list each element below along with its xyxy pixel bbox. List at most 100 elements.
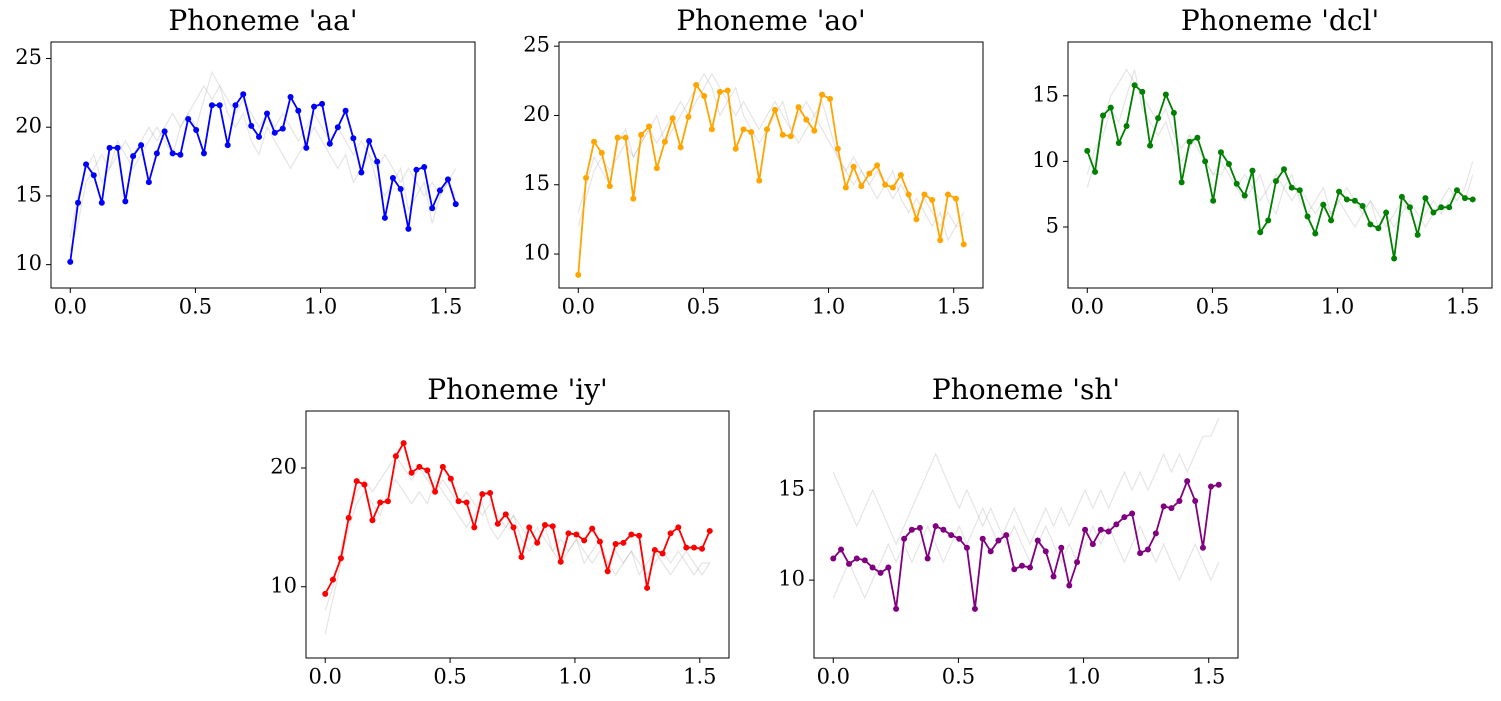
point [893,605,900,612]
point [591,138,598,145]
point [200,150,207,157]
point [255,133,262,140]
point [1042,548,1049,555]
point [691,544,698,551]
point [905,191,912,198]
point [842,184,849,191]
y-tick-label: 20 [270,455,297,479]
point [1414,231,1421,238]
y-tick-label: 20 [523,102,550,126]
point [90,172,97,179]
point [1058,544,1065,551]
point [1207,483,1214,490]
point [1170,109,1177,116]
point [995,537,1002,544]
point [130,153,137,160]
point [1199,544,1206,551]
point [295,107,302,114]
point [1074,559,1081,566]
point [772,106,779,113]
point [389,175,396,182]
x-tick-label: 1.5 [429,295,462,319]
point [303,144,310,151]
point [326,140,333,147]
point [834,145,841,152]
axes-frame [558,41,984,289]
point [630,195,637,202]
point [1367,221,1374,228]
point [232,102,239,109]
point [701,93,708,100]
point [971,605,978,612]
point [908,526,915,533]
point [1210,197,1217,204]
point [830,555,837,562]
point [1406,204,1413,211]
point [1034,537,1041,544]
point [1147,142,1154,149]
point [1272,178,1279,185]
point [636,532,643,539]
point [1121,514,1128,521]
point [455,498,462,505]
point [921,191,928,198]
point [1288,184,1295,191]
series-line [832,478,1219,610]
axes-frame [813,410,1239,659]
point [487,489,494,496]
point [122,198,129,205]
point [644,584,651,591]
point [1129,510,1136,517]
x-tick-label: 0.5 [687,295,720,319]
x-tick-label: 0.5 [942,665,975,689]
point [589,525,596,532]
point [889,184,896,191]
point [1178,179,1185,186]
point [916,524,923,531]
point [193,126,200,133]
point [1225,161,1232,168]
point [1115,140,1122,147]
point [811,127,818,134]
point [708,126,715,133]
point [1343,196,1350,203]
point [924,555,931,562]
sample-line [577,72,964,228]
point [683,544,690,551]
point [1336,188,1343,195]
subplot-title: Phoneme 'iy' [427,373,608,406]
x-tick-label: 1.0 [1321,295,1354,319]
point [1430,209,1437,216]
point [1359,203,1366,209]
point [940,526,947,533]
point [685,113,692,120]
point [1281,166,1288,173]
subplot-title: Phoneme 'sh' [932,373,1120,406]
point [1233,180,1240,187]
point [1438,204,1445,211]
point [846,560,853,567]
subplot: Phoneme 'aa' 0.0 0.5 1.0 1.5 10 15 20 25 [15,4,476,319]
point [659,550,666,557]
point [675,524,682,531]
point [413,166,420,173]
point [1066,582,1073,589]
point [541,522,548,528]
point [1241,192,1248,199]
y-tick-label: 10 [1032,148,1059,172]
point [271,129,278,136]
point [264,110,271,117]
sample-line [1086,69,1474,229]
point [1113,521,1120,528]
point [677,144,684,151]
x-tick-label: 0.0 [54,295,87,319]
point [763,126,770,133]
x-tick-label: 1.5 [1446,295,1479,319]
point [1003,532,1010,539]
point [185,115,192,122]
point [145,179,152,186]
point [1168,505,1175,512]
series-line [577,82,965,275]
point [319,100,326,107]
point [334,124,341,131]
